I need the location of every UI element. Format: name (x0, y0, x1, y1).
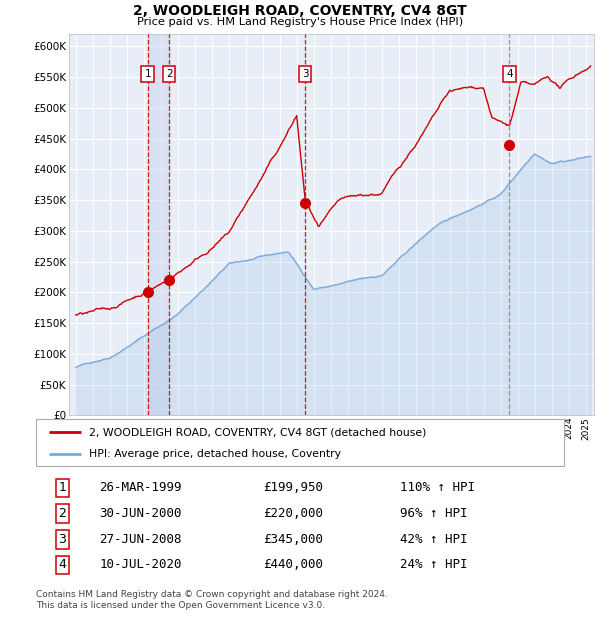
Text: 4: 4 (58, 559, 67, 572)
Text: 1: 1 (58, 482, 67, 495)
Text: HPI: Average price, detached house, Coventry: HPI: Average price, detached house, Cove… (89, 449, 341, 459)
Text: Price paid vs. HM Land Registry's House Price Index (HPI): Price paid vs. HM Land Registry's House … (137, 17, 463, 27)
Text: 3: 3 (302, 69, 308, 79)
Bar (148, 34, 169, 415)
Text: 30-JUN-2000: 30-JUN-2000 (100, 507, 182, 520)
Text: 10-JUL-2020: 10-JUL-2020 (100, 559, 182, 572)
Text: 1: 1 (145, 69, 151, 79)
Text: 2, WOODLEIGH ROAD, COVENTRY, CV4 8GT (detached house): 2, WOODLEIGH ROAD, COVENTRY, CV4 8GT (de… (89, 427, 426, 437)
Text: £199,950: £199,950 (263, 482, 323, 495)
Text: This data is licensed under the Open Government Licence v3.0.: This data is licensed under the Open Gov… (36, 601, 325, 611)
Text: £440,000: £440,000 (263, 559, 323, 572)
Text: 3: 3 (58, 533, 67, 546)
Text: 27-JUN-2008: 27-JUN-2008 (100, 533, 182, 546)
Text: £220,000: £220,000 (263, 507, 323, 520)
Text: £345,000: £345,000 (263, 533, 323, 546)
Text: 2: 2 (166, 69, 173, 79)
Text: 110% ↑ HPI: 110% ↑ HPI (400, 482, 475, 495)
Text: 2: 2 (58, 507, 67, 520)
Text: 42% ↑ HPI: 42% ↑ HPI (400, 533, 468, 546)
Text: 26-MAR-1999: 26-MAR-1999 (100, 482, 182, 495)
Text: 4: 4 (506, 69, 513, 79)
Text: Contains HM Land Registry data © Crown copyright and database right 2024.: Contains HM Land Registry data © Crown c… (36, 590, 388, 600)
Text: 96% ↑ HPI: 96% ↑ HPI (400, 507, 468, 520)
Text: 24% ↑ HPI: 24% ↑ HPI (400, 559, 468, 572)
Text: 2, WOODLEIGH ROAD, COVENTRY, CV4 8GT: 2, WOODLEIGH ROAD, COVENTRY, CV4 8GT (133, 4, 467, 19)
